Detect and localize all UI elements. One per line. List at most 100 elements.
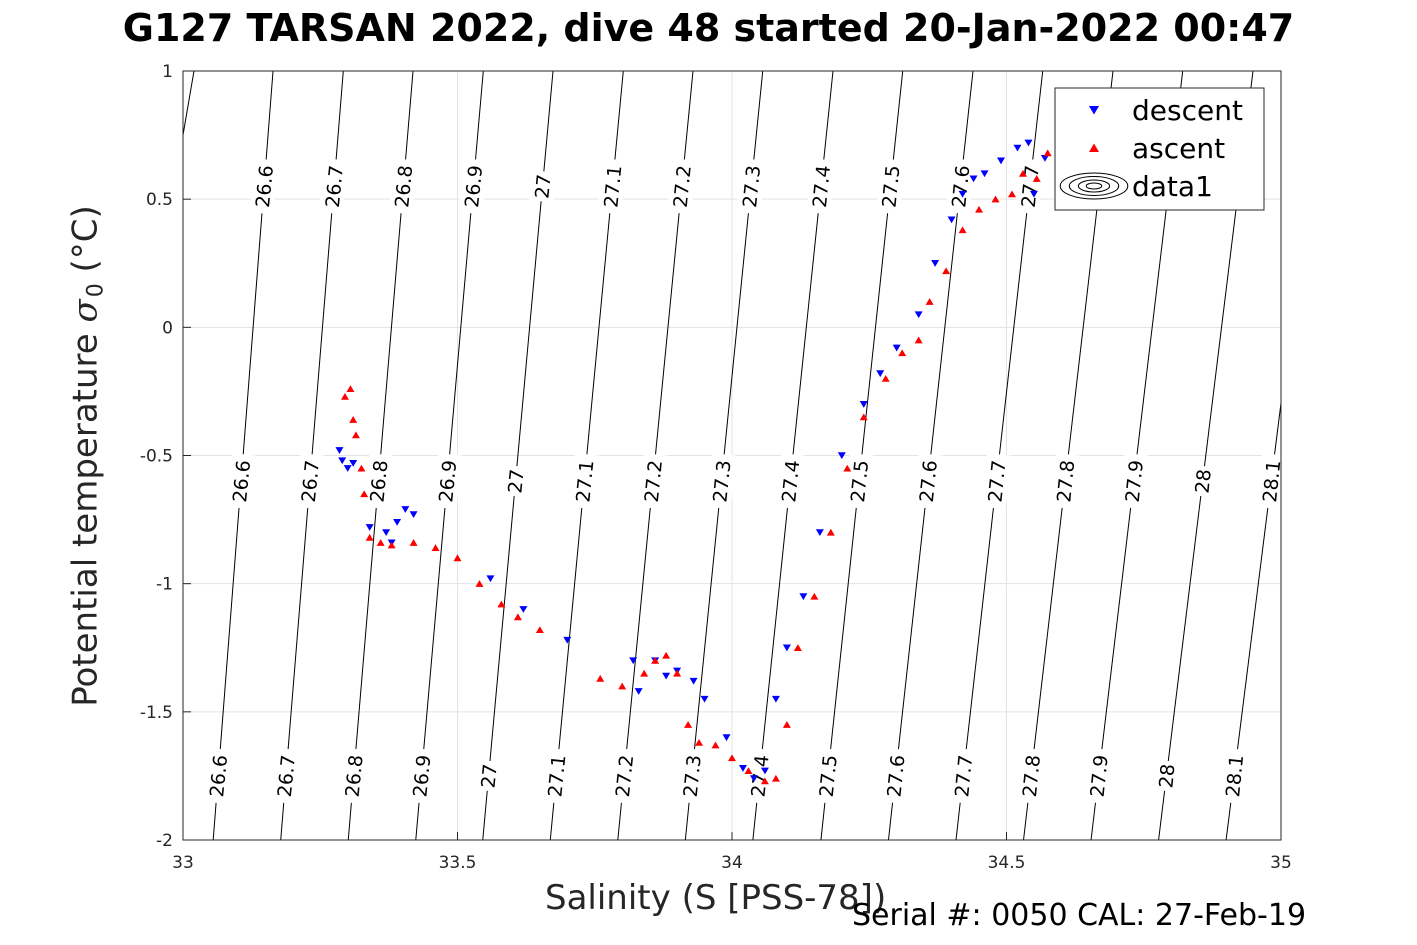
isopycnal-label: 27.6 [945, 158, 975, 215]
ascent-point [475, 580, 484, 587]
isopycnal-label: 27.1 [541, 747, 572, 804]
descent-point [914, 311, 923, 319]
isopycnal-label-text: 27 [531, 173, 555, 199]
isopycnal-label-bg [806, 158, 836, 215]
isopycnal-label-text: 27 [504, 468, 528, 494]
y-axis-label: Potential temperature σ0 (°C) [66, 205, 109, 707]
x-axis-label: Salinity (S [PSS-78]) [545, 878, 887, 918]
isopycnal-label-bg [458, 158, 488, 215]
isopycnal-label-bg [775, 453, 805, 510]
isopycnal-label-bg [667, 158, 697, 215]
isopycnal-label: 26.6 [226, 453, 256, 510]
descent-point [980, 170, 989, 178]
descent-point [486, 575, 495, 583]
isopycnal-label-bg [638, 453, 668, 510]
isopycnal-label-bg [880, 747, 911, 804]
isopycnal-label-bg [529, 170, 556, 203]
ascent-point [826, 528, 835, 536]
descent-point [997, 157, 1006, 165]
descent-point [782, 644, 791, 652]
ascent-point [810, 592, 819, 600]
isopycnal-label: 27.4 [806, 158, 836, 215]
isopycnal-label-bg [569, 453, 599, 510]
ascent-point [349, 416, 358, 423]
chart-title: G127 TARSAN 2022, dive 48 started 20-Jan… [122, 6, 1295, 50]
isopycnal-label-bg [813, 747, 843, 804]
ascent-point [1043, 149, 1052, 157]
ascent-point [881, 375, 890, 382]
legend-contour-icon [1068, 176, 1120, 196]
descent-point [401, 506, 410, 513]
descent-point [876, 370, 885, 378]
isopycnal-label: 27.2 [667, 158, 697, 215]
isopycnal-label-text: 28 [1191, 468, 1215, 494]
ascent-point [898, 349, 907, 357]
ascent-point [1032, 175, 1041, 182]
legend-ascent-label: ascent [1132, 132, 1225, 165]
ascent-point [843, 464, 852, 472]
isopycnal-label-text: 26.6 [252, 164, 278, 208]
ascent-point [596, 674, 605, 682]
legend-descent-marker [1089, 106, 1099, 115]
descent-point [519, 606, 528, 613]
isopycnal-label: 26.8 [388, 158, 418, 215]
isopycnal-label: 27 [529, 170, 556, 203]
isopycnal-label-bg [844, 453, 874, 510]
descent-point [409, 511, 418, 519]
descent-point [700, 695, 709, 703]
isopycnal-label-text: 27.5 [878, 164, 904, 208]
ascent-point [744, 767, 753, 774]
isopycnal-label-bg [339, 747, 369, 804]
ascent-point [409, 539, 418, 546]
y-tick-label: 0.5 [146, 190, 173, 210]
ascent-point [340, 392, 349, 400]
isopycnal-label: 26.6 [249, 158, 279, 215]
ascent-point [782, 721, 791, 728]
ascent-point [771, 774, 780, 782]
isopycnal-label-text: 27.1 [544, 754, 570, 798]
isopycnal-label: 26.6 [203, 747, 233, 804]
descent-point [722, 734, 731, 742]
ascent-point [365, 533, 374, 541]
isopycnal-label: 28 [1153, 759, 1180, 793]
isopycnal-label-text: 27.7 [951, 754, 977, 798]
descent-point [338, 457, 347, 465]
ascent-point [859, 413, 868, 421]
ascent-point [618, 682, 627, 690]
isopycnal-label-bg [736, 158, 766, 215]
descent-point [947, 216, 956, 224]
ascent-point [942, 267, 951, 275]
x-tick-label: 33.5 [439, 853, 477, 873]
legend[interactable]: descent ascent data1 [1054, 87, 1265, 211]
legend-contour-icon [1077, 179, 1111, 193]
descent-point [689, 677, 698, 685]
isopycnal-label: 27.3 [736, 158, 766, 215]
isopycnal-label-text: 26.6 [206, 754, 232, 798]
isopycnal-label-bg [981, 453, 1012, 510]
isopycnal-label: 26.7 [295, 453, 325, 510]
isopycnal-label: 27.9 [1084, 747, 1114, 804]
isopycnal-label-bg [226, 453, 256, 510]
isopycnal-label-text: 28 [1155, 763, 1179, 789]
isopycnal-label-text: 26.7 [298, 459, 324, 503]
isopycnal-label-text: 26.9 [409, 754, 435, 798]
isopycnal-label-text: 27.6 [916, 459, 942, 503]
isopycnal-label-bg [295, 453, 325, 510]
isopycnal-label: 26.7 [319, 158, 349, 215]
isopycnal-label-text: 26.7 [322, 164, 348, 208]
isopycnal-label: 27.8 [1050, 453, 1080, 510]
isopycnal-label: 27.7 [981, 453, 1012, 510]
ascent-point [535, 626, 544, 634]
isopycnal-label-bg [609, 747, 639, 804]
descent-point [563, 636, 572, 644]
isopycnal-label-text: 26.9 [435, 459, 461, 503]
y-tick-label: 0 [162, 318, 173, 338]
descent-point [738, 765, 747, 772]
ascent-point [346, 385, 355, 393]
isopycnal-label-text: 27.3 [709, 459, 735, 503]
ascent-point [453, 554, 462, 562]
isopycnal-label-bg [1219, 747, 1249, 804]
serial-cal-footer: Serial #: 0050 CAL: 27-Feb-19 [852, 898, 1307, 933]
isopycnal-label: 27.3 [677, 747, 707, 804]
